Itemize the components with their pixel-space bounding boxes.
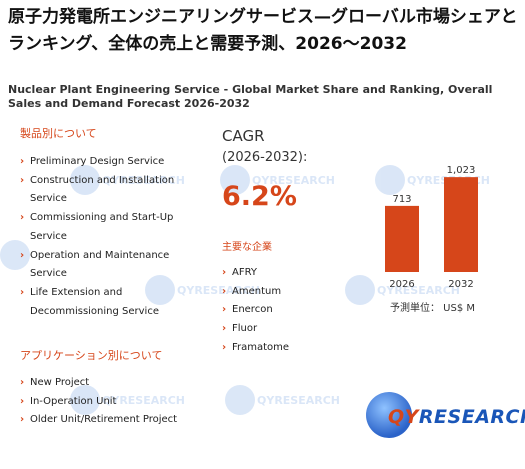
- list-item: Life Extension and Decommissioning Servi…: [20, 284, 195, 321]
- chart-unit-label: 予測単位： US$ M: [390, 303, 476, 314]
- by-type-heading: 製品別について: [20, 127, 97, 140]
- company-item: Framatome: [222, 339, 332, 358]
- company-item: AFRY: [222, 264, 332, 283]
- bar-2032: [444, 177, 478, 272]
- logo-text: QYRESEARCH: [388, 406, 525, 428]
- cagr-period: (2026-2032):: [222, 150, 308, 165]
- cagr-value: 6.2%: [222, 181, 297, 212]
- list-item: Construction and Installation Service: [20, 172, 195, 209]
- by-application-heading: アプリケーション別について: [20, 349, 163, 362]
- companies-heading: 主要な企業: [222, 242, 272, 253]
- list-item: Older Unit/Retirement Project: [20, 411, 210, 430]
- x-tick-label: 2026: [389, 279, 414, 290]
- bar-value-label: 1,023: [447, 165, 476, 176]
- bar-value-label: 713: [392, 194, 411, 205]
- watermark-logo: QYRESEARCH: [225, 385, 340, 415]
- x-tick-label: 2032: [448, 279, 473, 290]
- company-item: Amentum: [222, 283, 332, 302]
- globe-icon: [366, 392, 412, 438]
- market-size-bar-chart: 713 2026 1,023 2032: [385, 165, 478, 290]
- list-item: Commissioning and Start-Up Service: [20, 209, 195, 246]
- list-item: Operation and Maintenance Service: [20, 247, 195, 284]
- bar-2026: [385, 205, 419, 272]
- page-title-japanese: 原子力発電所エンジニアリングサービス—グローバル市場シェアとランキング、全体の売…: [8, 7, 518, 54]
- company-item: Enercon: [222, 301, 332, 320]
- by-type-list: Preliminary Design Service Construction …: [20, 153, 195, 321]
- list-item: In-Operation Unit: [20, 393, 210, 412]
- companies-list: AFRY Amentum Enercon Fluor Framatome: [222, 264, 332, 358]
- by-application-list: New Project In-Operation Unit Older Unit…: [20, 374, 210, 430]
- company-item: Fluor: [222, 320, 332, 339]
- cagr-label: CAGR: [222, 127, 265, 145]
- page-title-english: Nuclear Plant Engineering Service - Glob…: [8, 83, 493, 110]
- list-item: New Project: [20, 374, 210, 393]
- list-item: Preliminary Design Service: [20, 153, 195, 172]
- qyresearch-logo: QYRESEARCH: [366, 392, 525, 456]
